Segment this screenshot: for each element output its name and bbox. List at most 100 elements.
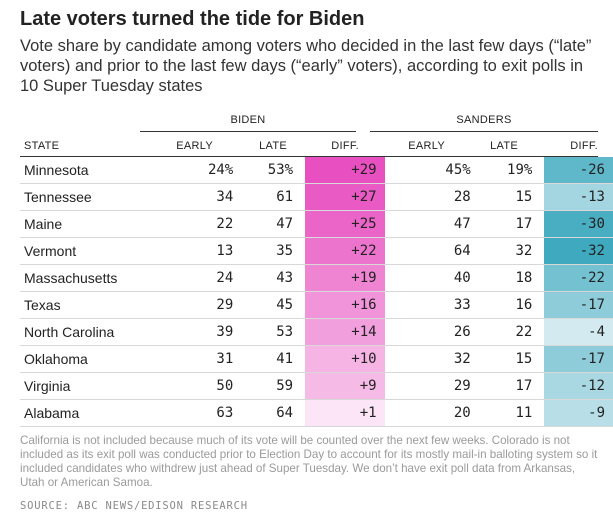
biden-diff-cell: +14: [305, 318, 385, 346]
state-name-cell: North Carolina: [20, 318, 168, 346]
biden-early-cell: 13: [167, 237, 246, 265]
sanders-group-header: SANDERS: [456, 114, 512, 126]
biden-diff-cell: +16: [305, 291, 385, 319]
biden-early-cell: 39: [167, 318, 246, 346]
column-gap: [384, 210, 403, 238]
biden-early-cell: 63: [167, 399, 246, 427]
sanders-diff-cell: -32: [544, 237, 613, 265]
sanders-early-cell: 47: [402, 210, 483, 238]
sanders-late-cell: 15: [482, 345, 545, 373]
biden-diff-cell: +1: [305, 399, 385, 427]
biden-early-cell: 34: [167, 183, 246, 211]
column-gap: [384, 372, 403, 400]
table-row: Tennessee 34 61 +27 28 15 -13: [20, 183, 613, 211]
biden-group-rule: [140, 131, 356, 132]
state-name-cell: Tennessee: [20, 183, 168, 211]
sanders-late-cell: 17: [482, 372, 545, 400]
biden-early-column-header: EARLY: [176, 140, 213, 152]
biden-late-cell: 45: [245, 291, 306, 319]
table-row: Texas 29 45 +16 33 16 -17: [20, 291, 613, 319]
biden-diff-cell: +25: [305, 210, 385, 238]
sanders-diff-column-header: DIFF.: [570, 140, 598, 152]
state-name-cell: Virginia: [20, 372, 168, 400]
biden-early-cell: 29: [167, 291, 246, 319]
sanders-group-rule: [370, 131, 598, 132]
sanders-early-cell: 29: [402, 372, 483, 400]
biden-diff-cell: +9: [305, 372, 385, 400]
table-row: Alabama 63 64 +1 20 11 -9: [20, 399, 613, 427]
sanders-diff-cell: -9: [544, 399, 613, 427]
column-gap: [384, 318, 403, 346]
sanders-early-cell: 26: [402, 318, 483, 346]
sanders-diff-cell: -12: [544, 372, 613, 400]
sanders-early-cell: 28: [402, 183, 483, 211]
column-gap: [384, 291, 403, 319]
biden-late-cell: 53: [245, 318, 306, 346]
biden-late-cell: 35: [245, 237, 306, 265]
table-row: Oklahoma 31 41 +10 32 15 -17: [20, 345, 613, 373]
results-table-body: Minnesota 24% 53% +29 45% 19% -26 Tennessee 34 61…: [20, 157, 613, 427]
source-line: SOURCE: ABC NEWS/EDISON RESEARCH: [20, 500, 248, 512]
chart-title: Late voters turned the tide for Biden: [20, 8, 365, 30]
state-name-cell: Minnesota: [20, 157, 168, 184]
state-name-cell: Alabama: [20, 399, 168, 427]
sanders-diff-cell: -26: [544, 157, 613, 184]
column-gap: [384, 345, 403, 373]
table-row: North Carolina 39 53 +14 26 22 -4: [20, 318, 613, 346]
table-row: Vermont 13 35 +22 64 32 -32: [20, 237, 613, 265]
sanders-diff-cell: -22: [544, 264, 613, 292]
sanders-late-cell: 17: [482, 210, 545, 238]
state-column-header: STATE: [24, 140, 60, 152]
table-row: Minnesota 24% 53% +29 45% 19% -26: [20, 157, 613, 184]
state-name-cell: Maine: [20, 210, 168, 238]
column-gap: [384, 157, 403, 184]
table-row: Maine 22 47 +25 47 17 -30: [20, 210, 613, 238]
sanders-late-column-header: LATE: [490, 140, 518, 152]
biden-early-cell: 22: [167, 210, 246, 238]
sanders-late-cell: 32: [482, 237, 545, 265]
biden-diff-cell: +19: [305, 264, 385, 292]
sanders-diff-cell: -17: [544, 291, 613, 319]
sanders-diff-cell: -17: [544, 345, 613, 373]
biden-diff-cell: +10: [305, 345, 385, 373]
biden-early-cell: 24%: [167, 157, 246, 184]
sanders-late-cell: 11: [482, 399, 545, 427]
biden-late-cell: 47: [245, 210, 306, 238]
state-name-cell: Vermont: [20, 237, 168, 265]
column-gap: [384, 399, 403, 427]
column-gap: [384, 264, 403, 292]
sanders-early-cell: 33: [402, 291, 483, 319]
biden-diff-cell: +27: [305, 183, 385, 211]
sanders-diff-cell: -30: [544, 210, 613, 238]
column-gap: [384, 183, 403, 211]
state-name-cell: Massachusetts: [20, 264, 168, 292]
state-name-cell: Oklahoma: [20, 345, 168, 373]
sanders-diff-cell: -13: [544, 183, 613, 211]
biden-late-cell: 61: [245, 183, 306, 211]
biden-diff-cell: +29: [305, 157, 385, 184]
sanders-early-column-header: EARLY: [408, 140, 445, 152]
biden-group-header: BIDEN: [230, 114, 266, 126]
sanders-late-cell: 22: [482, 318, 545, 346]
sanders-early-cell: 64: [402, 237, 483, 265]
sanders-early-cell: 45%: [402, 157, 483, 184]
sanders-late-cell: 16: [482, 291, 545, 319]
sanders-early-cell: 32: [402, 345, 483, 373]
footnote: California is not included because much …: [20, 434, 598, 489]
state-name-cell: Texas: [20, 291, 168, 319]
biden-diff-cell: +22: [305, 237, 385, 265]
biden-diff-column-header: DIFF.: [331, 140, 359, 152]
column-gap: [384, 237, 403, 265]
biden-late-column-header: LATE: [259, 140, 287, 152]
biden-late-cell: 64: [245, 399, 306, 427]
header-rule: [20, 156, 598, 157]
biden-late-cell: 53%: [245, 157, 306, 184]
sanders-diff-cell: -4: [544, 318, 613, 346]
biden-early-cell: 31: [167, 345, 246, 373]
chart-subtitle: Vote share by candidate among voters who…: [20, 37, 592, 95]
sanders-late-cell: 15: [482, 183, 545, 211]
biden-early-cell: 24: [167, 264, 246, 292]
sanders-late-cell: 19%: [482, 157, 545, 184]
sanders-late-cell: 18: [482, 264, 545, 292]
table-row: Massachusetts 24 43 +19 40 18 -22: [20, 264, 613, 292]
